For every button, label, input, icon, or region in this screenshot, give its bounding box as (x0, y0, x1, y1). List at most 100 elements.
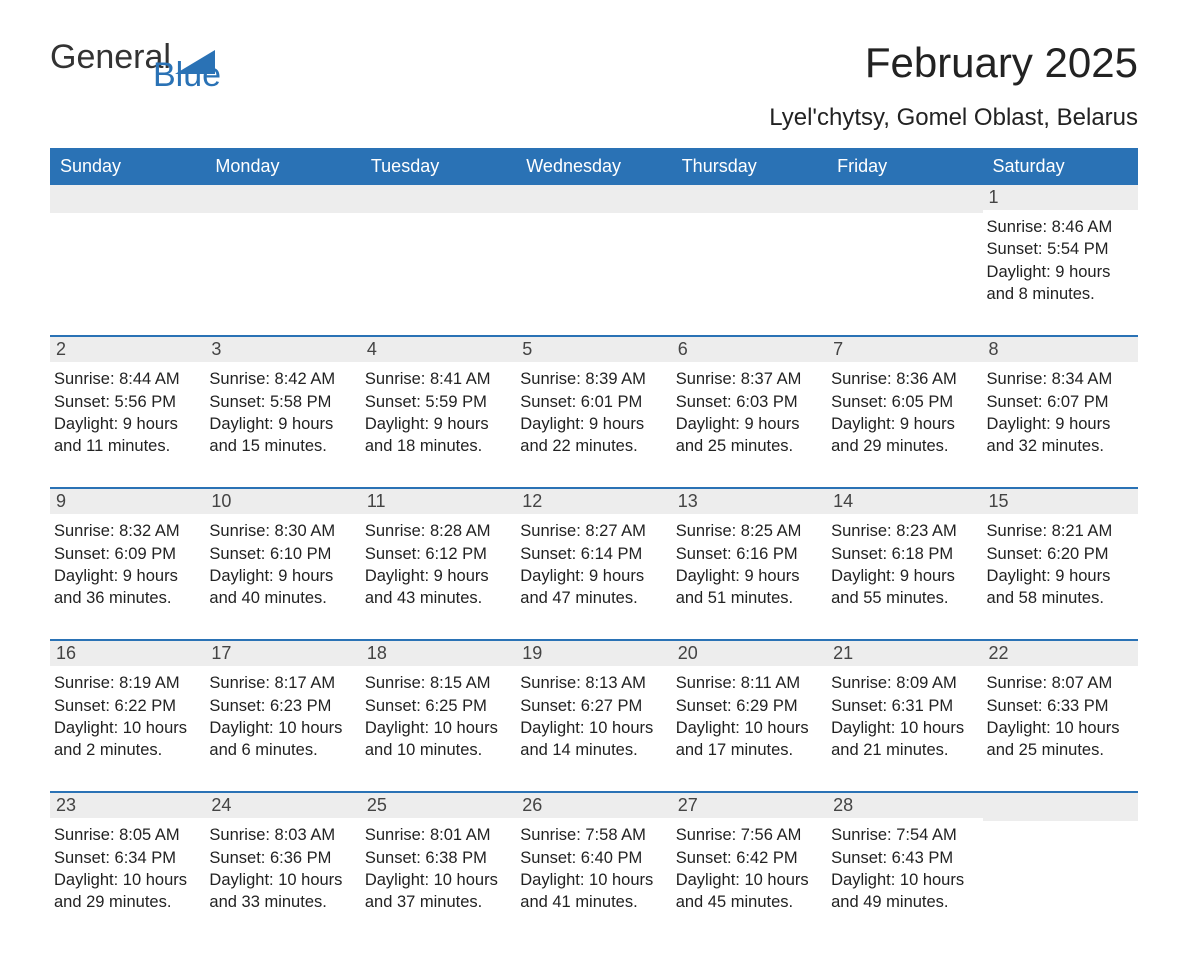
sun-info: Sunrise: 7:56 AMSunset: 6:42 PMDaylight:… (676, 824, 821, 913)
calendar-cell (516, 185, 671, 315)
daylight-text: Daylight: 9 hours and 18 minutes. (365, 413, 510, 458)
daylight-text: Daylight: 10 hours and 6 minutes. (209, 717, 354, 762)
sun-info: Sunrise: 8:34 AMSunset: 6:07 PMDaylight:… (987, 368, 1132, 457)
sunset-text: Sunset: 6:31 PM (831, 695, 976, 717)
sunset-text: Sunset: 6:03 PM (676, 391, 821, 413)
sun-info: Sunrise: 8:44 AMSunset: 5:56 PMDaylight:… (54, 368, 199, 457)
weekday-label: Tuesday (361, 148, 516, 185)
sunrise-text: Sunrise: 8:11 AM (676, 672, 821, 694)
sunrise-text: Sunrise: 8:21 AM (987, 520, 1132, 542)
day-number: 22 (983, 641, 1138, 666)
daylight-text: Daylight: 9 hours and 8 minutes. (987, 261, 1132, 306)
daylight-text: Daylight: 10 hours and 33 minutes. (209, 869, 354, 914)
sun-info: Sunrise: 8:42 AMSunset: 5:58 PMDaylight:… (209, 368, 354, 457)
calendar-cell: 3Sunrise: 8:42 AMSunset: 5:58 PMDaylight… (205, 337, 360, 467)
day-number (50, 185, 205, 213)
sunrise-text: Sunrise: 8:17 AM (209, 672, 354, 694)
location-label: Lyel'chytsy, Gomel Oblast, Belarus (769, 104, 1138, 132)
sun-info: Sunrise: 8:41 AMSunset: 5:59 PMDaylight:… (365, 368, 510, 457)
calendar-cell: 9Sunrise: 8:32 AMSunset: 6:09 PMDaylight… (50, 489, 205, 619)
sunset-text: Sunset: 6:05 PM (831, 391, 976, 413)
sunrise-text: Sunrise: 8:28 AM (365, 520, 510, 542)
calendar-cell: 25Sunrise: 8:01 AMSunset: 6:38 PMDayligh… (361, 793, 516, 923)
day-number: 9 (50, 489, 205, 514)
sunrise-text: Sunrise: 7:58 AM (520, 824, 665, 846)
day-number: 28 (827, 793, 982, 818)
sunset-text: Sunset: 6:27 PM (520, 695, 665, 717)
calendar-cell: 4 Sunrise: 8:41 AMSunset: 5:59 PMDaylight… (361, 337, 516, 467)
calendar-week: 16Sunrise: 8:19 AMSunset: 6:22 PMDayligh… (50, 639, 1138, 771)
title-block: February 2025 Lyel'chytsy, Gomel Oblast,… (769, 40, 1138, 132)
sunrise-text: Sunrise: 8:34 AM (987, 368, 1132, 390)
daylight-text: Daylight: 9 hours and 55 minutes. (831, 565, 976, 610)
day-number (205, 185, 360, 213)
sun-info: Sunrise: 8:27 AMSunset: 6:14 PMDaylight:… (520, 520, 665, 609)
day-number (827, 185, 982, 213)
sunset-text: Sunset: 5:56 PM (54, 391, 199, 413)
sunrise-text: Sunrise: 8:44 AM (54, 368, 199, 390)
daylight-text: Daylight: 9 hours and 25 minutes. (676, 413, 821, 458)
sunset-text: Sunset: 5:58 PM (209, 391, 354, 413)
calendar-cell: 1Sunrise: 8:46 AMSunset: 5:54 PMDaylight… (983, 185, 1138, 315)
sun-info: Sunrise: 8:13 AMSunset: 6:27 PMDaylight:… (520, 672, 665, 761)
sunset-text: Sunset: 6:09 PM (54, 543, 199, 565)
day-number: 5 (516, 337, 671, 362)
daylight-text: Daylight: 10 hours and 21 minutes. (831, 717, 976, 762)
sunrise-text: Sunrise: 8:03 AM (209, 824, 354, 846)
month-title: February 2025 (769, 40, 1138, 86)
calendar-cell: 14Sunrise: 8:23 AMSunset: 6:18 PMDayligh… (827, 489, 982, 619)
daylight-text: Daylight: 10 hours and 41 minutes. (520, 869, 665, 914)
sun-info: Sunrise: 8:19 AMSunset: 6:22 PMDaylight:… (54, 672, 199, 761)
sunset-text: Sunset: 6:42 PM (676, 847, 821, 869)
sunrise-text: Sunrise: 8:41 AM (365, 368, 510, 390)
sunrise-text: Sunrise: 7:56 AM (676, 824, 821, 846)
sun-info: Sunrise: 8:46 AMSunset: 5:54 PMDaylight:… (987, 216, 1132, 305)
sun-info: Sunrise: 8:21 AMSunset: 6:20 PMDaylight:… (987, 520, 1132, 609)
daylight-text: Daylight: 9 hours and 58 minutes. (987, 565, 1132, 610)
weekday-label: Saturday (983, 148, 1138, 185)
sunrise-text: Sunrise: 8:39 AM (520, 368, 665, 390)
calendar-cell (672, 185, 827, 315)
day-number (672, 185, 827, 213)
weekday-label: Thursday (672, 148, 827, 185)
sun-info: Sunrise: 7:58 AMSunset: 6:40 PMDaylight:… (520, 824, 665, 913)
sunrise-text: Sunrise: 8:07 AM (987, 672, 1132, 694)
day-number: 26 (516, 793, 671, 818)
sun-info: Sunrise: 8:37 AMSunset: 6:03 PMDaylight:… (676, 368, 821, 457)
sun-info: Sunrise: 8:05 AMSunset: 6:34 PMDaylight:… (54, 824, 199, 913)
calendar-cell: 22 Sunrise: 8:07 AMSunset: 6:33 PMDayligh… (983, 641, 1138, 771)
sunrise-text: Sunrise: 8:37 AM (676, 368, 821, 390)
sunset-text: Sunset: 6:12 PM (365, 543, 510, 565)
sunrise-text: Sunrise: 8:42 AM (209, 368, 354, 390)
sun-info: Sunrise: 8:03 AMSunset: 6:36 PMDaylight:… (209, 824, 354, 913)
day-number (983, 793, 1138, 821)
sunset-text: Sunset: 6:34 PM (54, 847, 199, 869)
calendar-cell: 13 Sunrise: 8:25 AMSunset: 6:16 PMDayligh… (672, 489, 827, 619)
calendar-cell: 12Sunrise: 8:27 AMSunset: 6:14 PMDayligh… (516, 489, 671, 619)
daylight-text: Daylight: 9 hours and 43 minutes. (365, 565, 510, 610)
day-number: 4 (361, 337, 516, 362)
sun-info: Sunrise: 8:07 AMSunset: 6:33 PMDaylight:… (987, 672, 1132, 761)
sunrise-text: Sunrise: 8:23 AM (831, 520, 976, 542)
sun-info: Sunrise: 8:15 AMSunset: 6:25 PMDaylight:… (365, 672, 510, 761)
sun-info: Sunrise: 8:09 AMSunset: 6:31 PMDaylight:… (831, 672, 976, 761)
sunrise-text: Sunrise: 8:25 AM (676, 520, 821, 542)
day-number: 17 (205, 641, 360, 666)
day-number: 6 (672, 337, 827, 362)
day-number: 13 (672, 489, 827, 514)
day-number (516, 185, 671, 213)
calendar-cell: 7Sunrise: 8:36 AMSunset: 6:05 PMDaylight… (827, 337, 982, 467)
sunset-text: Sunset: 6:07 PM (987, 391, 1132, 413)
calendar-week: 9 Sunrise: 8:32 AMSunset: 6:09 PM Daylight… (50, 487, 1138, 619)
sunrise-text: Sunrise: 8:01 AM (365, 824, 510, 846)
day-number: 23 (50, 793, 205, 818)
sunrise-text: Sunrise: 8:32 AM (54, 520, 199, 542)
daylight-text: Daylight: 10 hours and 10 minutes. (365, 717, 510, 762)
daylight-text: Daylight: 10 hours and 45 minutes. (676, 869, 821, 914)
sunset-text: Sunset: 6:16 PM (676, 543, 821, 565)
logo: General Blue (50, 40, 283, 74)
daylight-text: Daylight: 9 hours and 11 minutes. (54, 413, 199, 458)
daylight-text: Daylight: 9 hours and 22 minutes. (520, 413, 665, 458)
day-number: 19 (516, 641, 671, 666)
sun-info: Sunrise: 8:25 AMSunset: 6:16 PMDaylight:… (676, 520, 821, 609)
